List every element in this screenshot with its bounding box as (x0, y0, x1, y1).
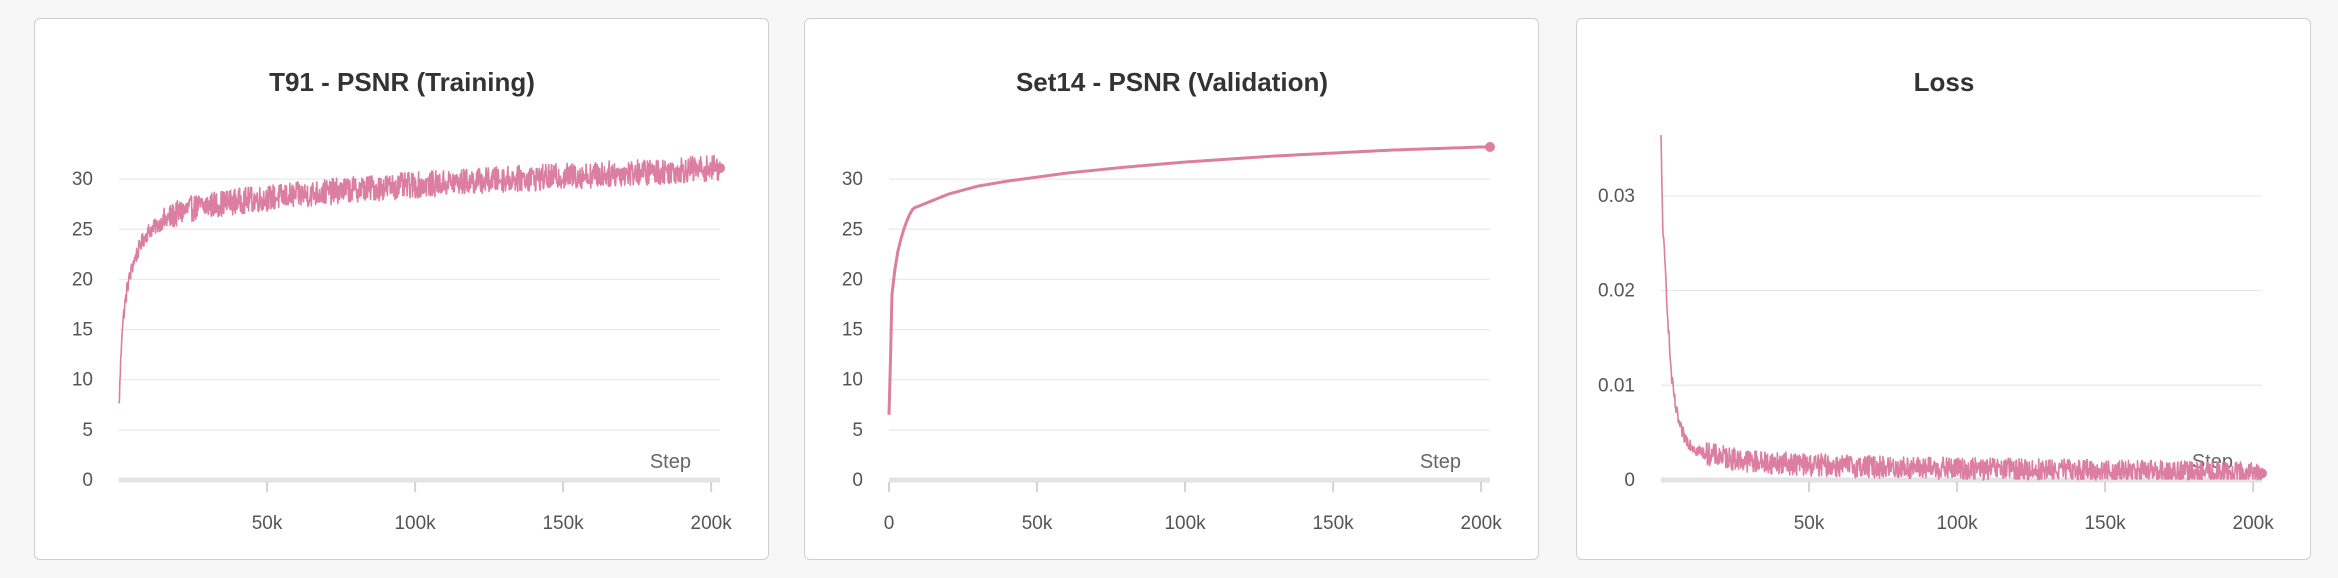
chart-panel-training-psnr: T91 - PSNR (Training) 0 5 10 15 20 25 30 50k 100k… (34, 18, 769, 560)
x-tick-label: 150k (1312, 513, 1354, 534)
x-tick-label: 100k (394, 513, 436, 534)
x-tick-label: 200k (2233, 513, 2275, 534)
y-tick-label: 30 (842, 169, 863, 190)
x-tick-label: 50k (1794, 513, 1825, 534)
series-line (1660, 135, 2263, 481)
y-tick-label: 20 (842, 269, 863, 290)
series-end-point (2257, 468, 2267, 479)
y-tick-label: 0 (82, 470, 93, 491)
x-axis-label: Step (650, 451, 691, 473)
y-tick-label: 10 (842, 370, 863, 391)
series-line (118, 154, 721, 404)
chart-validation-psnr-svg: Set14 - PSNR (Validation) 0 5 10 15 20 25 30 0 50… (842, 67, 1503, 534)
series-line (887, 145, 1490, 417)
x-tick-label: 100k (1164, 513, 1206, 534)
y-tick-label: 10 (72, 370, 93, 391)
y-tick-label: 15 (842, 320, 863, 341)
x-tick-label: 150k (2084, 513, 2126, 534)
y-tick-label: 15 (72, 320, 93, 341)
series-end-point (715, 163, 725, 174)
y-tick-label: 0 (852, 470, 863, 491)
y-tick-label: 30 (72, 169, 93, 190)
x-tick-label: 150k (542, 513, 584, 534)
y-tick-label: 5 (852, 420, 863, 441)
chart-panel-loss: Loss 0 0.01 0.02 0.03 50k 100k 150k 200k Step (1576, 18, 2311, 560)
y-tick-label: 0.02 (1598, 281, 1635, 302)
x-tick-label: 50k (1022, 513, 1053, 534)
chart-title: Loss (1914, 67, 1975, 97)
y-tick-label: 5 (82, 420, 93, 441)
y-tick-label: 20 (72, 269, 93, 290)
chart-training-psnr-svg: T91 - PSNR (Training) 0 5 10 15 20 25 30 50k 100k… (72, 67, 733, 534)
series-end-point (1485, 142, 1495, 153)
x-tick-label: 100k (1936, 513, 1978, 534)
x-tick-label: 200k (691, 513, 733, 534)
x-axis-label: Step (1420, 451, 1461, 473)
chart-title: T91 - PSNR (Training) (269, 67, 535, 97)
y-tick-label: 25 (72, 219, 93, 240)
y-tick-label: 0 (1624, 470, 1635, 491)
chart-panel-validation-psnr: Set14 - PSNR (Validation) 0 5 10 15 20 25 30 0 50… (804, 18, 1539, 560)
chart-title: Set14 - PSNR (Validation) (1016, 67, 1328, 97)
x-tick-label: 50k (252, 513, 283, 534)
y-tick-label: 0.01 (1598, 375, 1635, 396)
y-tick-label: 25 (842, 219, 863, 240)
x-tick-label: 0 (884, 513, 895, 534)
y-tick-label: 0.03 (1598, 186, 1635, 207)
x-tick-label: 200k (1461, 513, 1503, 534)
